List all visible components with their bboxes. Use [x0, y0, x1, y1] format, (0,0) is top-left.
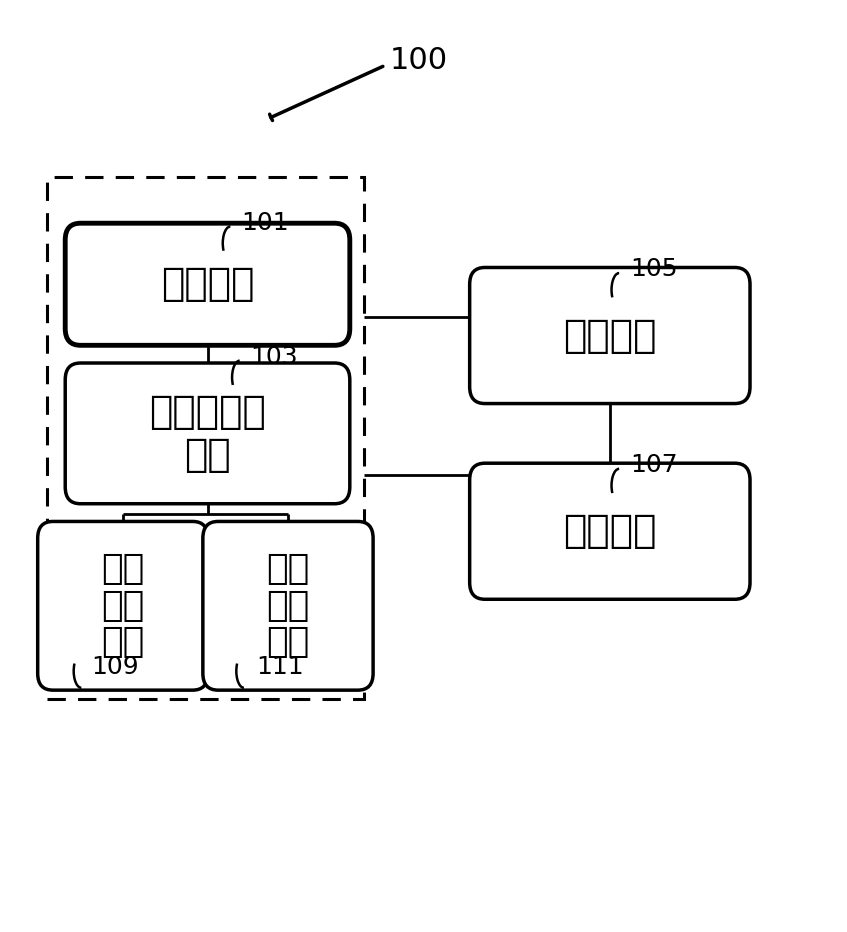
Text: 高压: 高压 — [101, 553, 145, 586]
FancyBboxPatch shape — [203, 522, 374, 690]
Text: 管理模块: 管理模块 — [563, 317, 656, 354]
FancyBboxPatch shape — [469, 267, 750, 404]
Text: 111: 111 — [256, 655, 303, 679]
Text: 模块: 模块 — [184, 436, 231, 473]
Text: 100: 100 — [390, 46, 448, 75]
Text: 101: 101 — [241, 211, 289, 235]
Text: 负载: 负载 — [101, 589, 145, 623]
Text: 105: 105 — [630, 257, 678, 281]
Text: 检测模块: 检测模块 — [563, 513, 656, 550]
FancyBboxPatch shape — [65, 224, 350, 346]
Text: 设备: 设备 — [101, 625, 145, 659]
Text: 直流: 直流 — [266, 553, 310, 586]
Text: 107: 107 — [630, 453, 678, 477]
FancyBboxPatch shape — [469, 463, 750, 599]
FancyBboxPatch shape — [65, 363, 350, 503]
FancyBboxPatch shape — [37, 522, 208, 690]
Text: 电池模组: 电池模组 — [161, 266, 254, 303]
Text: 103: 103 — [251, 345, 298, 369]
Text: 设备: 设备 — [266, 625, 310, 659]
Text: 充电: 充电 — [266, 589, 310, 623]
Text: 继电器电路: 继电器电路 — [149, 393, 266, 431]
Text: 109: 109 — [91, 655, 139, 679]
